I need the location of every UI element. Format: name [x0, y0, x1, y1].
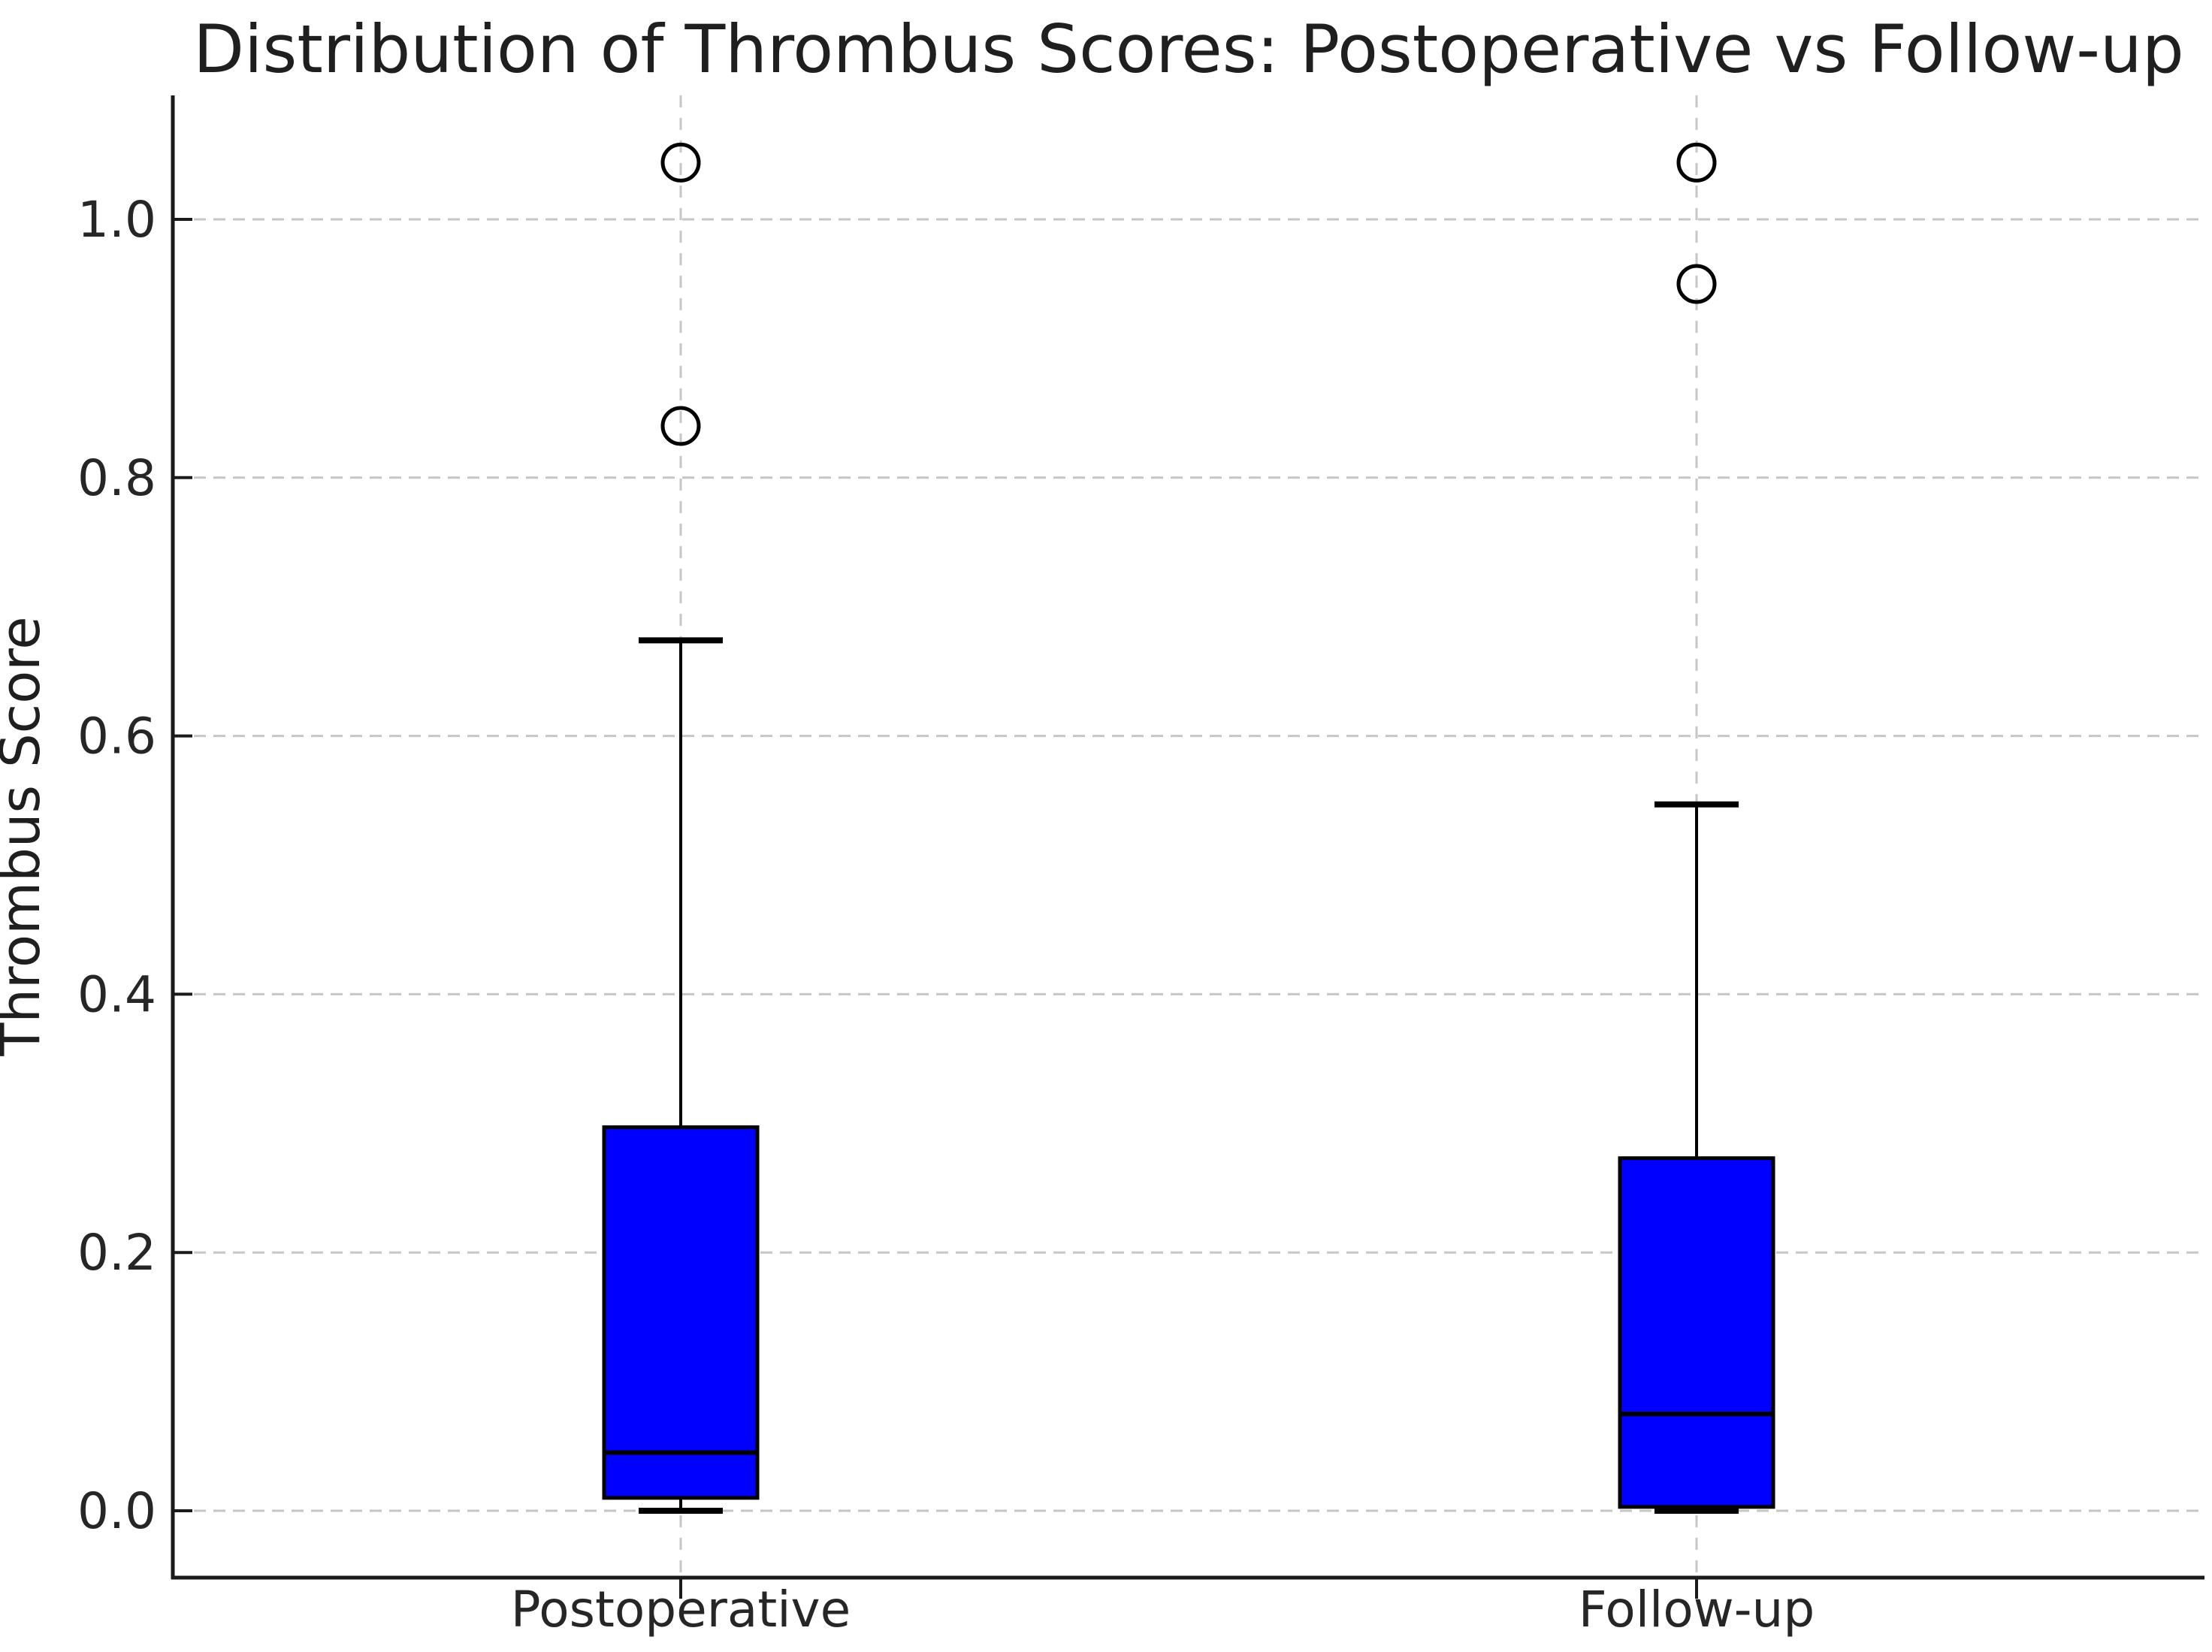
- x-tick-label-follow-up: Follow-up: [1579, 1581, 1815, 1638]
- y-tick-label-0.6: 0.6: [77, 708, 156, 766]
- x-tick-label-postoperative: Postoperative: [511, 1581, 851, 1638]
- box-postoperative: [602, 1125, 760, 1500]
- data-layer: [602, 142, 1775, 1514]
- grid-layer: [174, 95, 2204, 1578]
- y-axis-label: Thrombus Score: [0, 616, 52, 1056]
- outlier-point-follow-up: [1676, 142, 1717, 183]
- y-tick-label-0.2: 0.2: [77, 1224, 156, 1282]
- y-tick-label-0.8: 0.8: [77, 449, 156, 507]
- label-layer: Distribution of Thrombus Scores: Postope…: [0, 11, 2184, 1638]
- outlier-point-postoperative: [660, 406, 701, 446]
- axis-layer: 0.0 0.2 0.4 0.6 0.8 1.0: [77, 95, 2204, 1599]
- y-tick-label-0.4: 0.4: [77, 965, 156, 1023]
- y-tick-label-1.0: 1.0: [77, 191, 156, 249]
- outlier-point-postoperative: [660, 142, 701, 183]
- outlier-point-follow-up: [1676, 264, 1717, 304]
- chart-title: Distribution of Thrombus Scores: Postope…: [193, 11, 2183, 88]
- box-follow-up: [1618, 1156, 1775, 1509]
- y-tick-label-0.0: 0.0: [77, 1482, 156, 1540]
